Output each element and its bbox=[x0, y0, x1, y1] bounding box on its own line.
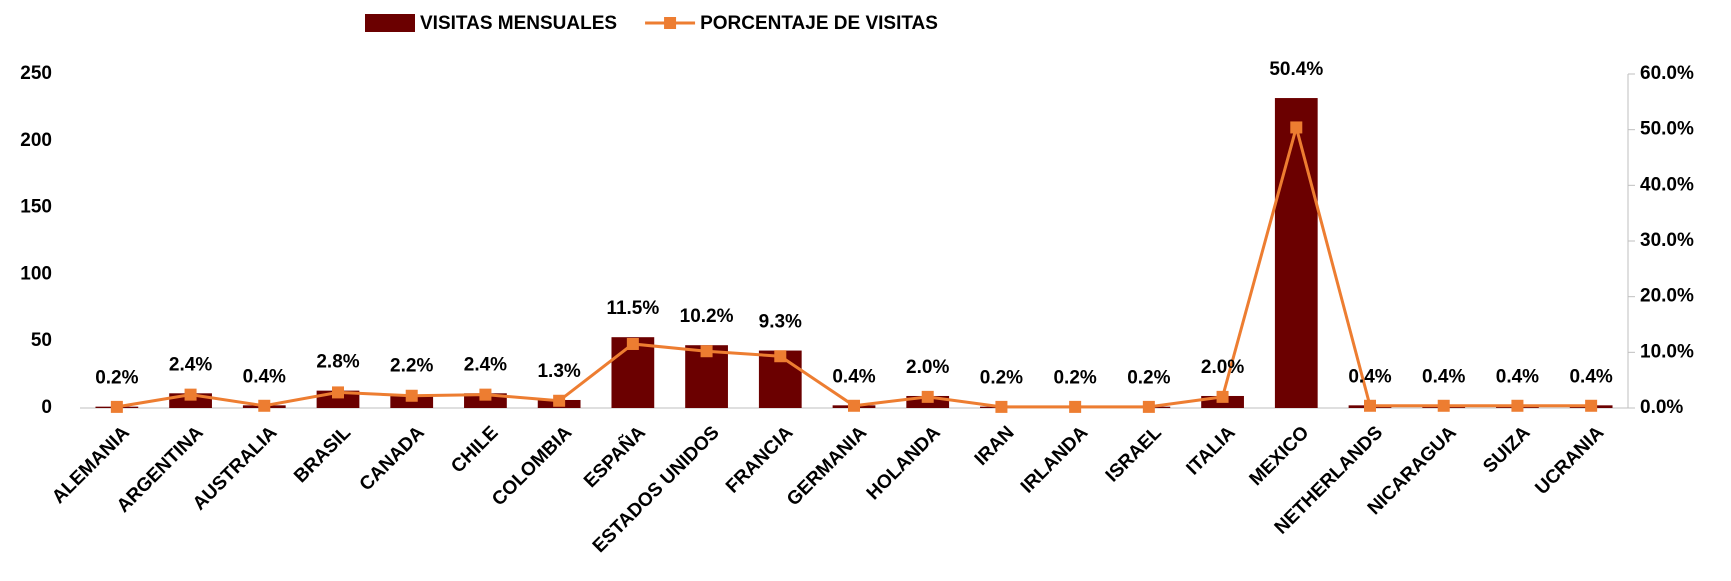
x-tick-label: ISRAEL bbox=[1102, 422, 1166, 486]
line-marker bbox=[1217, 391, 1229, 403]
x-tick-label: UCRANIA bbox=[1531, 422, 1608, 499]
line-marker bbox=[774, 350, 786, 362]
y-tick-label: 150 bbox=[20, 197, 52, 218]
data-label: 9.3% bbox=[759, 312, 802, 333]
bar bbox=[1275, 98, 1318, 408]
x-tick-label: SUIZA bbox=[1479, 422, 1534, 477]
x-tick-label: GERMANIA bbox=[783, 422, 871, 510]
line-marker bbox=[848, 400, 860, 412]
x-tick-label: BRASIL bbox=[290, 422, 355, 487]
line-marker bbox=[479, 389, 491, 401]
data-label: 1.3% bbox=[537, 361, 580, 382]
x-tick-label: ESPAÑA bbox=[579, 421, 650, 492]
legend-swatch bbox=[365, 14, 415, 32]
line-marker bbox=[332, 386, 344, 398]
data-label: 10.2% bbox=[680, 306, 734, 327]
line-marker bbox=[1143, 401, 1155, 413]
data-label: 50.4% bbox=[1269, 59, 1323, 80]
line-marker bbox=[111, 401, 123, 413]
x-tick-label: HOLANDA bbox=[863, 422, 945, 504]
line-marker bbox=[185, 389, 197, 401]
legend: VISITAS MENSUALES PORCENTAJE DE VISITAS bbox=[365, 13, 938, 34]
x-tick-label: ESTADOS UNIDOS bbox=[589, 422, 724, 557]
line-marker bbox=[258, 400, 270, 412]
y-tick-label: 0 bbox=[41, 397, 52, 418]
data-label: 0.4% bbox=[1348, 366, 1391, 387]
y2-tick-label: 20.0% bbox=[1640, 286, 1694, 307]
line-marker bbox=[1438, 400, 1450, 412]
y2-tick-label: 30.0% bbox=[1640, 230, 1694, 251]
x-tick-label: FRANCIA bbox=[722, 422, 797, 497]
data-label: 0.2% bbox=[1127, 368, 1170, 389]
data-label: 2.0% bbox=[1201, 357, 1244, 378]
data-label: 2.2% bbox=[390, 356, 433, 377]
y2-tick-label: 60.0% bbox=[1640, 63, 1694, 84]
legend-label: VISITAS MENSUALES bbox=[420, 13, 617, 34]
y-tick-label: 50 bbox=[31, 330, 52, 351]
line-marker bbox=[1511, 400, 1523, 412]
line-marker bbox=[995, 401, 1007, 413]
data-label: 0.2% bbox=[980, 368, 1023, 389]
y2-tick-label: 50.0% bbox=[1640, 119, 1694, 140]
line-marker bbox=[922, 391, 934, 403]
x-tick-label: ITALIA bbox=[1183, 422, 1240, 479]
data-label: 0.2% bbox=[95, 368, 138, 389]
data-label: 0.4% bbox=[832, 366, 875, 387]
data-label: 0.4% bbox=[1569, 366, 1612, 387]
line-marker bbox=[406, 390, 418, 402]
line-marker bbox=[1585, 400, 1597, 412]
data-label: 0.4% bbox=[1496, 366, 1539, 387]
data-label: 2.4% bbox=[169, 354, 212, 375]
legend-label: PORCENTAJE DE VISITAS bbox=[700, 13, 938, 34]
legend-swatch bbox=[664, 17, 676, 29]
x-tick-label: MEXICO bbox=[1246, 422, 1314, 490]
data-label: 2.8% bbox=[316, 352, 359, 373]
data-label: 0.4% bbox=[1422, 366, 1465, 387]
data-label: 2.4% bbox=[464, 354, 507, 375]
x-tick-label: IRAN bbox=[971, 422, 1019, 470]
line-marker bbox=[553, 395, 565, 407]
line-marker bbox=[627, 338, 639, 350]
line-marker bbox=[1290, 121, 1302, 133]
x-tick-label: COLOMBIA bbox=[488, 422, 576, 510]
y-tick-label: 100 bbox=[20, 263, 52, 284]
data-label: 0.4% bbox=[243, 366, 286, 387]
chart: 0 50 100 150 200 250 0.0% 10.0% 20.0% 30.0% 40.0% 5… bbox=[0, 0, 1731, 581]
data-label: 2.0% bbox=[906, 357, 949, 378]
y2-tick-label: 10.0% bbox=[1640, 341, 1694, 362]
x-tick-label: CHILE bbox=[447, 422, 502, 477]
y-tick-label: 200 bbox=[20, 130, 52, 151]
line-marker bbox=[1364, 400, 1376, 412]
line-marker bbox=[1069, 401, 1081, 413]
data-label: 0.2% bbox=[1053, 368, 1096, 389]
line-marker bbox=[701, 345, 713, 357]
y2-tick-label: 40.0% bbox=[1640, 174, 1694, 195]
data-label: 11.5% bbox=[606, 298, 659, 319]
x-tick-label: CANADA bbox=[356, 422, 429, 495]
y-tick-label: 250 bbox=[20, 63, 52, 84]
x-tick-label: IRLANDA bbox=[1017, 422, 1092, 497]
y2-tick-label: 0.0% bbox=[1640, 397, 1683, 418]
